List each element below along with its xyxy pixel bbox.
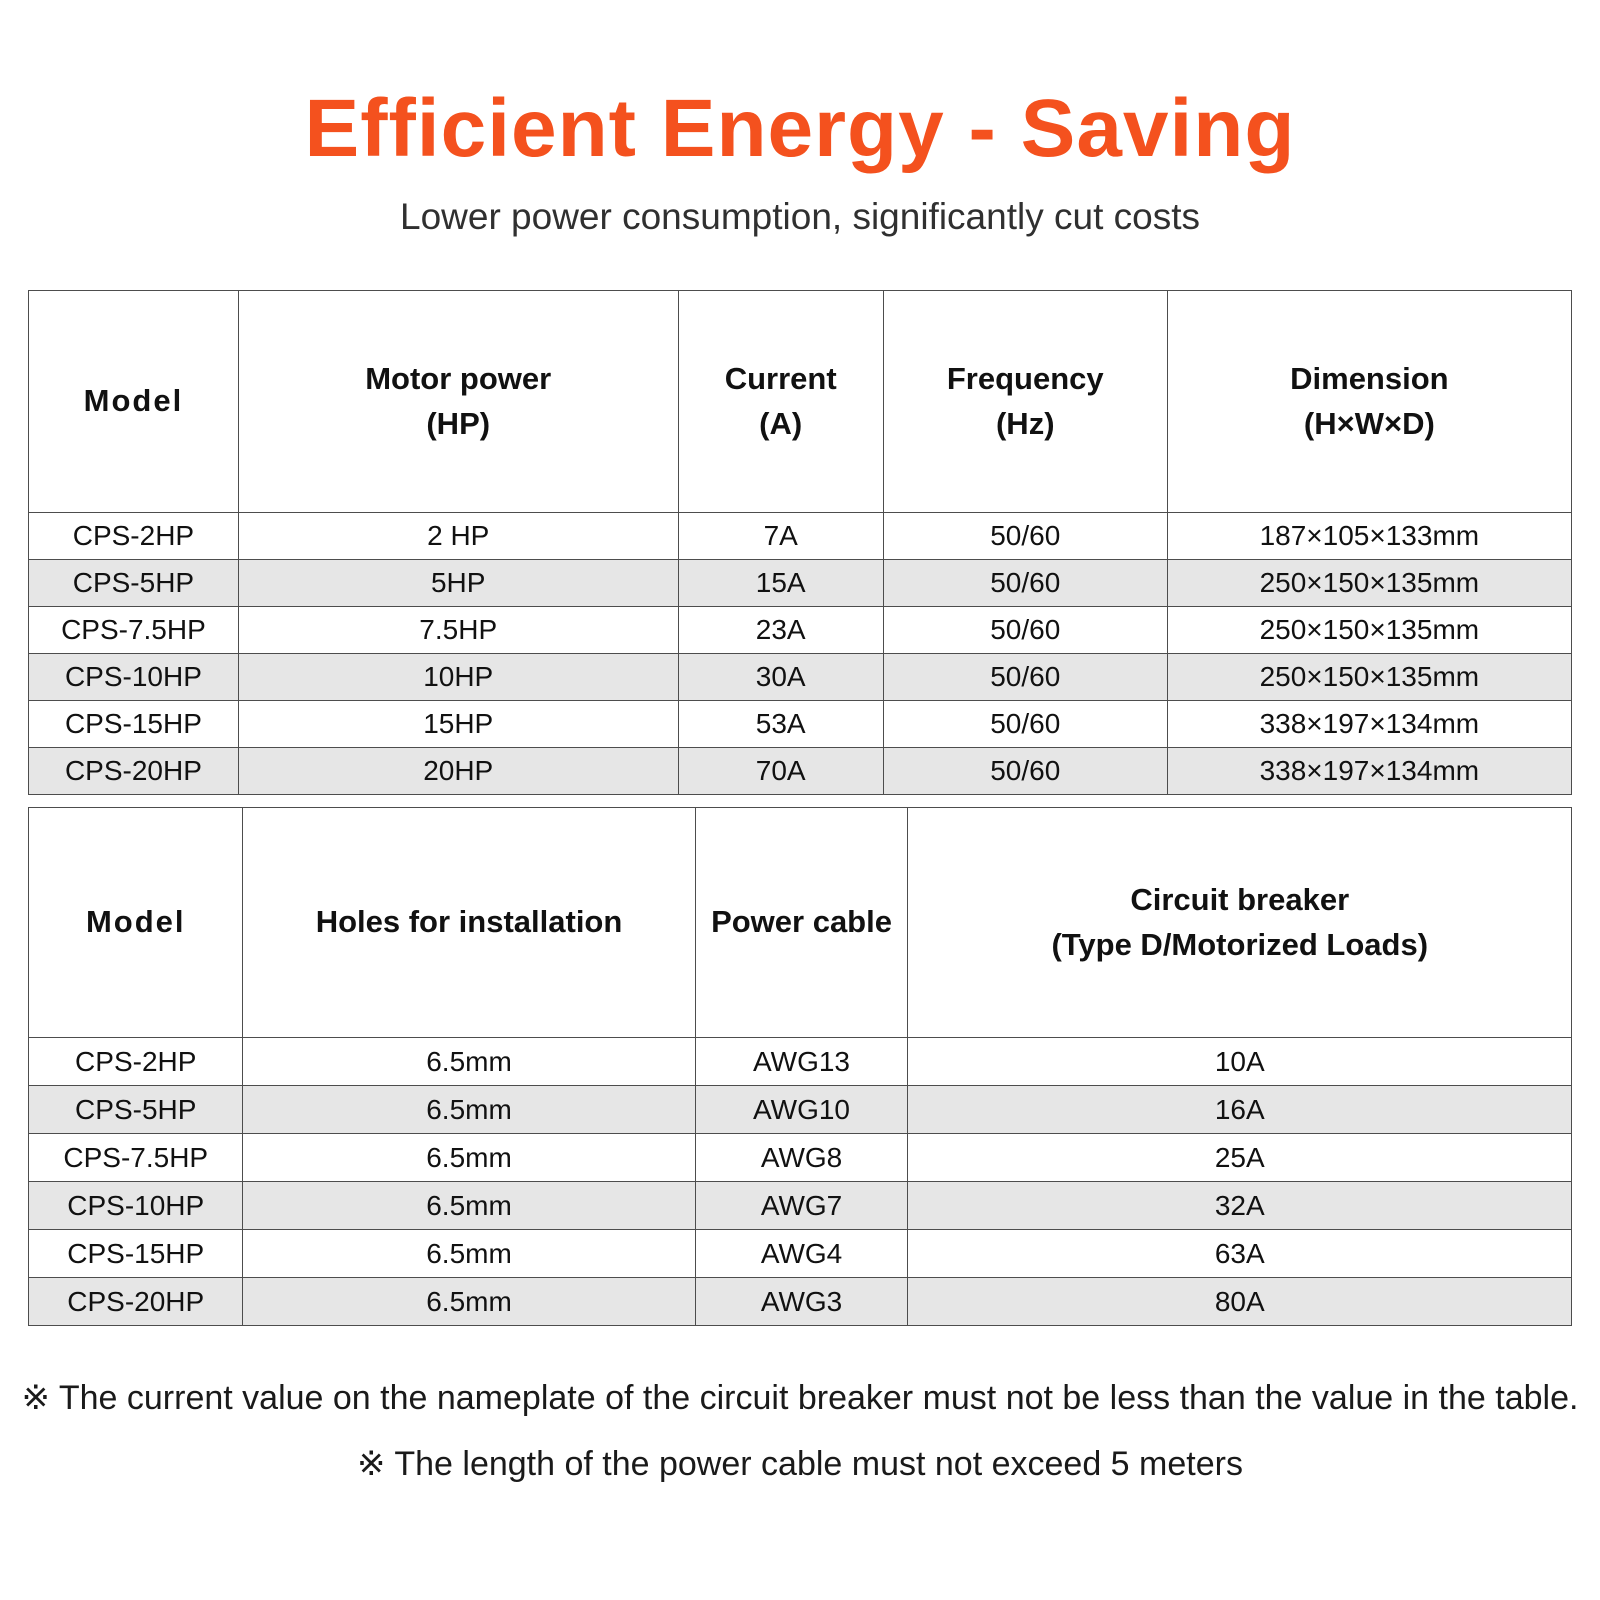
footnotes: ※ The current value on the nameplate of …	[0, 1378, 1600, 1484]
table-cell: 2 HP	[237, 512, 679, 560]
table-cell: AWG7	[694, 1181, 909, 1230]
header-row: Model Motor power (HP) Current (A) Frequency(…	[28, 290, 1573, 513]
table-row: CPS-7.5HP 6.5mm AWG8 25A	[27, 1133, 1572, 1182]
installation-spec-table-body: CPS-2HP 6.5mm AWG13 10A CPS-5HP 6.5mm AWG10 16A…	[27, 1037, 1572, 1326]
table-cell: CPS-7.5HP	[28, 606, 239, 654]
column-header: Circuit breaker (Type D/Motorized Loads)	[907, 807, 1572, 1038]
column-header: Power cable	[694, 807, 909, 1038]
table-cell: 50/60	[882, 606, 1168, 654]
table-cell: AWG8	[694, 1133, 909, 1182]
page-title: Efficient Energy - Saving	[304, 83, 1296, 174]
table-cell: 16A	[907, 1085, 1572, 1134]
table-cell: 6.5mm	[242, 1181, 696, 1230]
table-cell: 6.5mm	[242, 1229, 696, 1278]
table-cell: AWG13	[694, 1037, 909, 1086]
column-header: Dimension (H×W×D)	[1166, 290, 1573, 513]
table-cell: CPS-10HP	[28, 653, 239, 701]
header-row: Model Holes for installation Power cable Ci…	[27, 807, 1572, 1038]
installation-spec-table-wrap: Model Holes for installation Power cable Ci…	[27, 807, 1572, 1326]
table-cell: 25A	[907, 1133, 1572, 1182]
table-cell: 15A	[677, 559, 884, 607]
table-cell: 6.5mm	[242, 1085, 696, 1134]
table-cell: 30A	[677, 653, 884, 701]
table-cell: 338×197×134mm	[1166, 700, 1573, 748]
table-cell: 6.5mm	[242, 1133, 696, 1182]
column-header: Current (A)	[677, 290, 884, 513]
footnote-cable-length: ※ The length of the power cable must not…	[357, 1445, 1243, 1483]
table-cell: CPS-15HP	[28, 700, 239, 748]
table-cell: 250×150×135mm	[1166, 606, 1573, 654]
installation-spec-table: Model Holes for installation Power cable Ci…	[27, 807, 1572, 1326]
table-cell: 250×150×135mm	[1166, 559, 1573, 607]
table-row: CPS-15HP 15HP 53A 50/60 338×197×134mm	[28, 700, 1573, 748]
footnote-circuit-breaker: ※ The current value on the nameplate of …	[21, 1379, 1579, 1417]
table-row: CPS-15HP 6.5mm AWG4 63A	[27, 1229, 1572, 1278]
table-cell: 70A	[677, 747, 884, 795]
table-cell: 50/60	[882, 653, 1168, 701]
table-cell: 5HP	[237, 559, 679, 607]
table-row: CPS-7.5HP 7.5HP 23A 50/60 250×150×135mm	[28, 606, 1573, 654]
page-subtitle: Lower power consumption, significantly c…	[400, 196, 1200, 237]
table-cell: 23A	[677, 606, 884, 654]
table-cell: 15HP	[237, 700, 679, 748]
table-row: CPS-5HP 5HP 15A 50/60 250×150×135mm	[28, 559, 1573, 607]
electrical-spec-table-wrap: Model Motor power (HP) Current (A) Frequency(…	[28, 290, 1573, 795]
table-cell: CPS-5HP	[28, 559, 239, 607]
table-cell: 50/60	[882, 559, 1168, 607]
table-cell: 50/60	[882, 512, 1168, 560]
table-row: CPS-2HP 6.5mm AWG13 10A	[27, 1037, 1572, 1086]
table-cell: 250×150×135mm	[1166, 653, 1573, 701]
electrical-spec-table-body: CPS-2HP 2 HP 7A 50/60 187×105×133mm CPS-5HP 5H…	[28, 512, 1573, 795]
table-cell: 10HP	[237, 653, 679, 701]
table-cell: 53A	[677, 700, 884, 748]
table-cell: 20HP	[237, 747, 679, 795]
electrical-spec-table: Model Motor power (HP) Current (A) Frequency(…	[28, 290, 1573, 795]
column-header: Model	[27, 807, 244, 1038]
column-header: Motor power (HP)	[237, 290, 679, 513]
table-cell: 187×105×133mm	[1166, 512, 1573, 560]
table-cell: AWG3	[694, 1277, 909, 1326]
column-header: Holes for installation	[242, 807, 696, 1038]
table-cell: 7.5HP	[237, 606, 679, 654]
table-cell: CPS-2HP	[27, 1037, 244, 1086]
table-cell: CPS-15HP	[27, 1229, 244, 1278]
table-cell: CPS-20HP	[27, 1277, 244, 1326]
table-row: CPS-5HP 6.5mm AWG10 16A	[27, 1085, 1572, 1134]
table-row: CPS-10HP 6.5mm AWG7 32A	[27, 1181, 1572, 1230]
table-cell: CPS-7.5HP	[27, 1133, 244, 1182]
table-row: CPS-10HP 10HP 30A 50/60 250×150×135mm	[28, 653, 1573, 701]
table-cell: 10A	[907, 1037, 1572, 1086]
table-cell: 80A	[907, 1277, 1572, 1326]
table-cell: 6.5mm	[242, 1277, 696, 1326]
table-cell: 338×197×134mm	[1166, 747, 1573, 795]
table-cell: CPS-10HP	[27, 1181, 244, 1230]
table-cell: AWG10	[694, 1085, 909, 1134]
column-header: Model	[28, 290, 239, 513]
table-cell: CPS-2HP	[28, 512, 239, 560]
table-cell: 7A	[677, 512, 884, 560]
table-cell: 63A	[907, 1229, 1572, 1278]
column-header: Frequency (Hz)	[882, 290, 1168, 513]
table-cell: AWG4	[694, 1229, 909, 1278]
table-cell: 50/60	[882, 700, 1168, 748]
table-row: CPS-20HP 20HP 70A 50/60 338×197×134mm	[28, 747, 1573, 795]
table-cell: 50/60	[882, 747, 1168, 795]
installation-spec-table-head: Model Holes for installation Power cable Ci…	[27, 807, 1572, 1038]
header-block: Efficient Energy - Saving Lower power co…	[0, 0, 1600, 238]
table-cell: 32A	[907, 1181, 1572, 1230]
table-cell: CPS-5HP	[27, 1085, 244, 1134]
table-cell: CPS-20HP	[28, 747, 239, 795]
table-row: CPS-2HP 2 HP 7A 50/60 187×105×133mm	[28, 512, 1573, 560]
table-cell: 6.5mm	[242, 1037, 696, 1086]
table-row: CPS-20HP 6.5mm AWG3 80A	[27, 1277, 1572, 1326]
electrical-spec-table-head: Model Motor power (HP) Current (A) Frequency(…	[28, 290, 1573, 513]
